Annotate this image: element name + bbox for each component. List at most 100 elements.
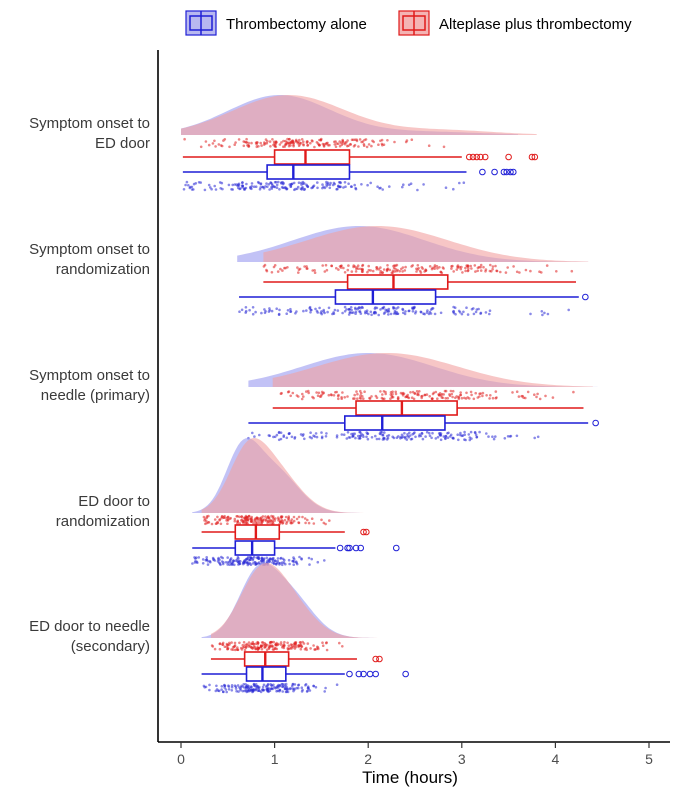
jitter-point [366,437,370,441]
jitter-point [250,182,254,185]
legend: Thrombectomy alone Alteplase plus thromb… [185,10,632,36]
jitter-point [252,683,256,686]
jitter-point [418,433,422,436]
jitter-point [410,396,414,400]
jitter-point [479,269,483,272]
jitter-point [228,517,231,521]
jitter-point [372,311,376,315]
jitter-point [290,435,294,439]
jitter-point [332,394,336,397]
jitter-point [311,269,315,272]
jitter-point [455,268,459,271]
jitter-point [442,393,446,396]
box-iqr [266,164,351,180]
jitter-point [415,390,419,393]
jitter-point [230,689,234,692]
outlier-point [366,670,374,678]
x-tick-label: 3 [458,751,466,767]
jitter-point [294,645,298,649]
jitter-point [326,310,329,314]
jitter-point [536,392,539,396]
jitter-point [495,396,498,399]
jitter-point [435,264,439,268]
jitter-point [263,308,266,311]
jitter-point [470,267,473,270]
jitter-point [270,309,274,313]
jitter-point [494,435,497,438]
jitter-point [499,270,502,274]
jitter-point [347,308,351,311]
jitter-point [254,522,258,525]
jitter-point [266,515,270,518]
jitter-point [260,311,263,315]
jitter-point [465,306,468,310]
jitter-point [251,562,255,565]
jitter-point [328,143,331,147]
jitter-point [338,265,342,268]
jitter-point [252,185,256,188]
jitter-point [382,143,386,146]
jitter-point [567,308,570,312]
jitter-point [233,563,236,567]
jitter-point [277,180,280,184]
jitter-point [409,391,412,394]
jitter-point [439,432,443,435]
x-axis-ticks: 0 1 2 3 4 5 [177,742,653,767]
jitter-point [337,397,340,401]
jitter-point [318,306,321,310]
jitter-point [231,183,234,187]
jitter-point [317,647,320,651]
jitter-point [268,140,272,143]
jitter-point [393,264,396,267]
jitter-point [275,186,279,189]
jitter-point [345,141,348,144]
jitter-point [255,145,259,149]
jitter-point [185,180,189,184]
jitter-point [201,558,205,561]
jitter-point [297,515,301,519]
jitter-point [459,393,462,397]
jitter-point [243,645,246,649]
jitter-point [503,437,507,440]
jitter-point [381,433,385,437]
jitter-point [253,435,256,438]
jitter-point [446,432,449,435]
jitter-point [262,187,266,190]
jitter-point [449,433,453,437]
jitter-point [305,648,309,652]
jitter-point [411,390,415,394]
jitter-point [278,143,282,146]
jitter-point [370,395,373,398]
jitter-point [533,436,536,440]
jitter-point [366,270,369,274]
jitter-point [412,432,416,435]
jitter-point [261,641,265,644]
jitter-point [439,394,443,397]
jitter-point [346,431,350,434]
jitter-point [469,390,473,394]
jitter-point [197,556,201,559]
jitter-point [289,307,292,311]
jitter-point [543,311,546,315]
outlier-point [469,153,477,161]
jitter-point [451,264,454,268]
jitter-point [422,183,425,186]
jitter-point [416,264,420,267]
jitter-point [230,685,234,689]
jitter-point [266,521,269,525]
jitter-point [346,395,349,398]
jitter-point [182,188,186,191]
jitter-point [240,515,243,518]
jitter-point [342,433,346,437]
jitter-point [449,389,453,393]
jitter-point [233,641,237,645]
jitter-point [472,307,475,310]
jitter-point [343,305,347,309]
jitter-point [262,518,266,521]
jitter-point [463,433,467,437]
jitter-point [315,435,319,439]
jitter-point [320,436,324,440]
jitter-point [235,183,238,186]
jitter-point [234,687,238,690]
jitter-point [356,392,359,396]
